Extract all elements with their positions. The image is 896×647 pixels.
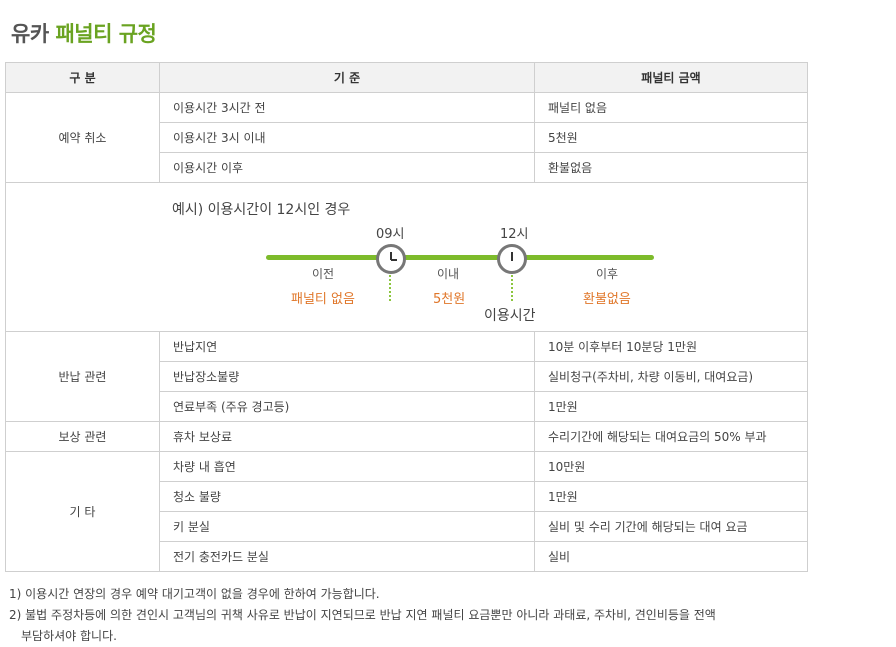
- use-time-label: 이용시간: [484, 308, 536, 324]
- criterion-cell: 키 분실: [159, 511, 535, 542]
- amount-cell: 수리기간에 해당되는 대여요금의 50% 부과: [534, 421, 808, 452]
- amount-cell: 환불없음: [534, 152, 808, 183]
- divider-09: [389, 275, 391, 301]
- page-title: 유카 패널티 규정: [11, 18, 157, 48]
- segment-before: 이전: [312, 267, 335, 281]
- footnote-2: 2) 불법 주정차등에 의한 견인시 고객님의 귀책 사유로 반납이 지연되므로…: [9, 608, 716, 622]
- table-header-row: 구 분 기 준 패널티 금액: [5, 62, 808, 93]
- criterion-cell: 전기 충전카드 분실: [159, 541, 535, 572]
- table-row: 키 분실 실비 및 수리 기간에 해당되는 대여 요금: [6, 511, 808, 542]
- table-row: 반납 관련 반납지연 10분 이후부터 10분당 1만원: [5, 331, 808, 422]
- amount-cell: 1만원: [534, 391, 808, 422]
- criterion-cell: 차량 내 흡연: [159, 451, 535, 482]
- header-amount: 패널티 금액: [534, 62, 808, 93]
- footnote-2-cont: 부담하셔야 합니다.: [21, 629, 117, 643]
- time-label-09: 09시: [376, 227, 405, 242]
- category-cell: 예약 취소: [5, 92, 160, 183]
- amount-cell: 실비: [534, 541, 808, 572]
- title-brand: 유카: [11, 22, 49, 46]
- table-row: 전기 충전카드 분실 실비: [6, 541, 808, 572]
- amount-cell: 실비청구(주차비, 차량 이동비, 대여요금): [534, 361, 808, 392]
- footnotes: 1) 이용시간 연장의 경우 예약 대기고객이 없을 경우에 한하여 가능합니다…: [9, 584, 716, 647]
- footnote-1: 1) 이용시간 연장의 경우 예약 대기고객이 없을 경우에 한하여 가능합니다…: [9, 587, 380, 601]
- table-row: 청소 불량 1만원: [6, 481, 808, 512]
- example-diagram: 예시) 이용시간이 12시인 경우 09시 12시 이전 이내 이후 패널티 없…: [6, 183, 807, 331]
- timeline-bar: [266, 255, 654, 260]
- penalty-within: 5천원: [433, 292, 466, 307]
- table-row: 반납장소불량 실비청구(주차비, 차량 이동비, 대여요금): [6, 361, 808, 392]
- table-row: 예약 취소 이용시간 3시간 전 패널티 없음: [5, 92, 808, 183]
- criterion-cell: 휴차 보상료: [159, 421, 535, 452]
- amount-cell: 5천원: [534, 122, 808, 153]
- table-row: 연료부족 (주유 경고등) 1만원: [6, 391, 808, 422]
- criterion-cell: 연료부족 (주유 경고등): [159, 391, 535, 422]
- segment-within: 이내: [437, 267, 460, 281]
- category-cell: 보상 관련: [5, 421, 160, 452]
- criterion-cell: 이용시간 이후: [159, 152, 535, 183]
- divider-12: [511, 275, 513, 301]
- penalty-before: 패널티 없음: [291, 292, 355, 307]
- example-cell: 예시) 이용시간이 12시인 경우 09시 12시 이전 이내 이후 패널티 없…: [5, 182, 808, 332]
- criterion-cell: 반납장소불량: [159, 361, 535, 392]
- criterion-cell: 반납지연: [159, 331, 535, 362]
- penalty-table: 구 분 기 준 패널티 금액 예약 취소 이용시간 3시간 전 패널티 없음 이…: [5, 62, 808, 572]
- amount-cell: 1만원: [534, 481, 808, 512]
- title-main: 패널티 규정: [55, 22, 157, 46]
- amount-cell: 실비 및 수리 기간에 해당되는 대여 요금: [534, 511, 808, 542]
- criterion-cell: 이용시간 3시 이내: [159, 122, 535, 153]
- table-row: 이용시간 3시 이내 5천원: [6, 122, 808, 153]
- clock-09-icon: [376, 244, 406, 274]
- header-category: 구 분: [5, 62, 160, 93]
- example-caption: 예시) 이용시간이 12시인 경우: [172, 202, 351, 218]
- criterion-cell: 이용시간 3시간 전: [159, 92, 535, 123]
- time-label-12: 12시: [500, 227, 529, 242]
- penalty-after: 환불없음: [583, 292, 631, 307]
- example-row: 예시) 이용시간이 12시인 경우 09시 12시 이전 이내 이후 패널티 없…: [5, 182, 808, 332]
- table-row: 기 타 차량 내 흡연 10만원: [5, 451, 808, 572]
- table-row: 이용시간 이후 환불없음: [6, 152, 808, 183]
- category-cell: 반납 관련: [5, 331, 160, 422]
- clock-12-icon: [497, 244, 527, 274]
- amount-cell: 10만원: [534, 451, 808, 482]
- table-row: 보상 관련 휴차 보상료 수리기간에 해당되는 대여요금의 50% 부과: [5, 421, 808, 452]
- amount-cell: 10분 이후부터 10분당 1만원: [534, 331, 808, 362]
- header-criterion: 기 준: [159, 62, 535, 93]
- criterion-cell: 청소 불량: [159, 481, 535, 512]
- segment-after: 이후: [596, 267, 619, 281]
- amount-cell: 패널티 없음: [534, 92, 808, 123]
- category-cell: 기 타: [5, 451, 160, 572]
